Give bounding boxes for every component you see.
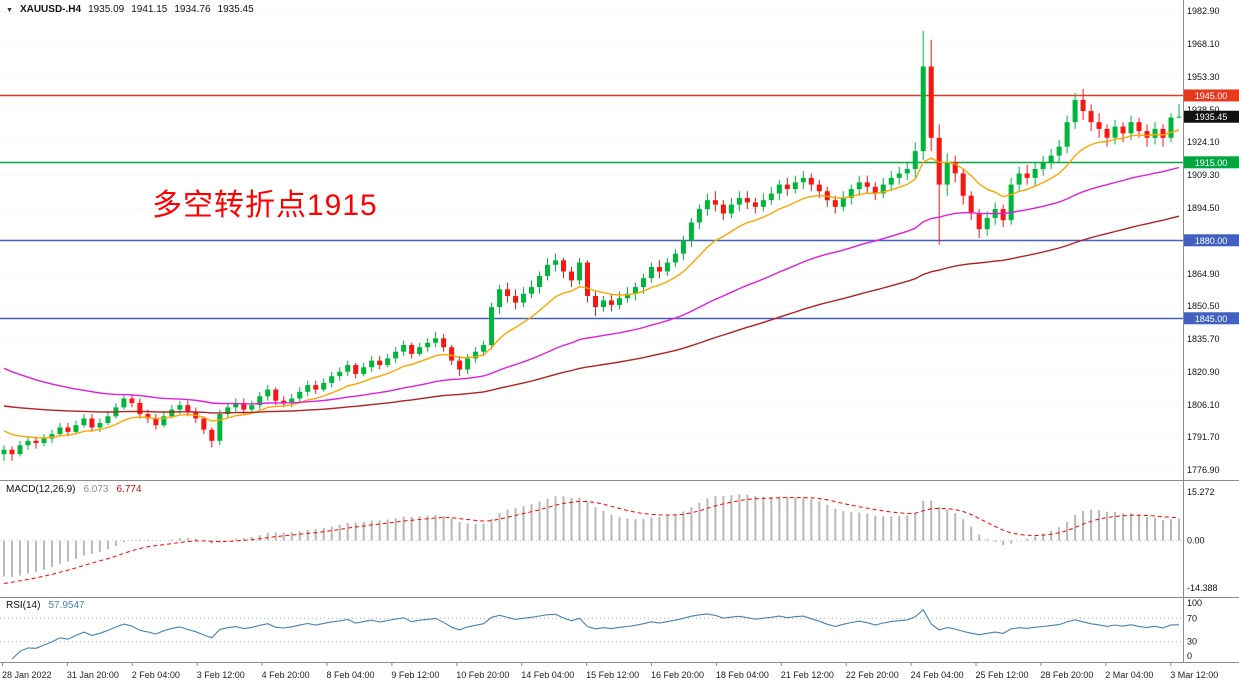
time-label: 4 Feb 20:00 [262,670,310,680]
price-tag-1945.00-text: 1945.00 [1195,91,1228,101]
price-scale: 1982.90 1968.10 1953.30 1938.50 1924.10 1909.… [1187,6,1220,661]
time-label: 25 Feb 12:00 [976,670,1029,680]
panel-dividers [0,0,1239,663]
price-axis-label: 1938.50 [1187,105,1220,115]
rsi-axis-label: 70 [1187,613,1197,623]
price-axis-label: 1982.90 [1187,6,1220,16]
time-label: 28 Jan 2022 [2,670,52,680]
macd-axis-label: -14.388 [1187,583,1218,593]
price-axis-label: 1953.30 [1187,72,1220,82]
time-label: 31 Jan 20:00 [67,670,119,680]
time-label: 18 Feb 04:00 [716,670,769,680]
macd-axis-label: 15.272 [1187,487,1215,497]
price-axis-label: 1791.70 [1187,432,1220,442]
price-tag-1915.00-text: 1915.00 [1195,158,1228,168]
price-axis-label: 1864.90 [1187,269,1220,279]
time-label: 14 Feb 04:00 [521,670,574,680]
rsi-axis-label: 0 [1187,651,1192,661]
price-tag-1880.00 [1184,234,1239,247]
time-label: 24 Feb 04:00 [911,670,964,680]
time-label: 2 Feb 04:00 [132,670,180,680]
time-label: 10 Feb 20:00 [456,670,509,680]
price-axis-label: 1835.70 [1187,334,1220,344]
time-label: 8 Feb 04:00 [327,670,375,680]
ma-mid [3,166,1180,405]
price-tag-1845.00 [1184,312,1239,325]
price-axis-label: 1894.50 [1187,203,1220,213]
time-label: 3 Feb 12:00 [197,670,245,680]
time-label: 28 Feb 20:00 [1040,670,1093,680]
macd-signal-line [3,497,1180,584]
symbol-dropdown-icon[interactable]: ▼ [6,7,13,14]
price-axis-label: 1909.30 [1187,170,1220,180]
time-label: 15 Feb 12:00 [586,670,639,680]
time-label: 16 Feb 20:00 [651,670,704,680]
price-axis-label: 1924.10 [1187,137,1220,147]
time-axis: 28 Jan 2022 31 Jan 20:00 2 Feb 04:00 3 Feb … [2,662,1218,680]
price-axis-label: 1820.90 [1187,367,1220,377]
price-tag-1945.00 [1184,89,1239,102]
moving-averages [3,129,1180,439]
price-tag-1880.00-text: 1880.00 [1195,236,1228,246]
macd-panel [0,494,1183,584]
price-tags: 1945.00 1915.00 1880.00 1845.00 1935.45 [1184,89,1239,325]
price-axis-label: 1776.90 [1187,465,1220,475]
level-lines [0,94,1183,320]
rsi-panel [0,608,1183,660]
rsi-line [11,608,1180,660]
price-tag-1845.00-text: 1845.00 [1195,314,1228,324]
price-axis-label: 1850.50 [1187,301,1220,311]
time-label: 3 Mar 12:00 [1170,670,1218,680]
current-price-tag-text: 1935.45 [1195,112,1228,122]
time-label: 21 Feb 12:00 [781,670,834,680]
rsi-axis-label: 100 [1187,598,1202,608]
rsi-axis-label: 30 [1187,637,1197,647]
time-label: 2 Mar 04:00 [1105,670,1153,680]
price-axis-label: 1806.10 [1187,400,1220,410]
candlesticks [1,30,1182,461]
price-tag-1915.00 [1184,156,1239,169]
macd-axis-label: 0.00 [1187,536,1205,546]
time-label: 9 Feb 12:00 [391,670,439,680]
time-label: 22 Feb 20:00 [846,670,899,680]
current-price-tag [1184,110,1239,123]
price-axis-label: 1968.10 [1187,39,1220,49]
ma-slow [3,215,1180,414]
ma-fast [3,129,1180,439]
